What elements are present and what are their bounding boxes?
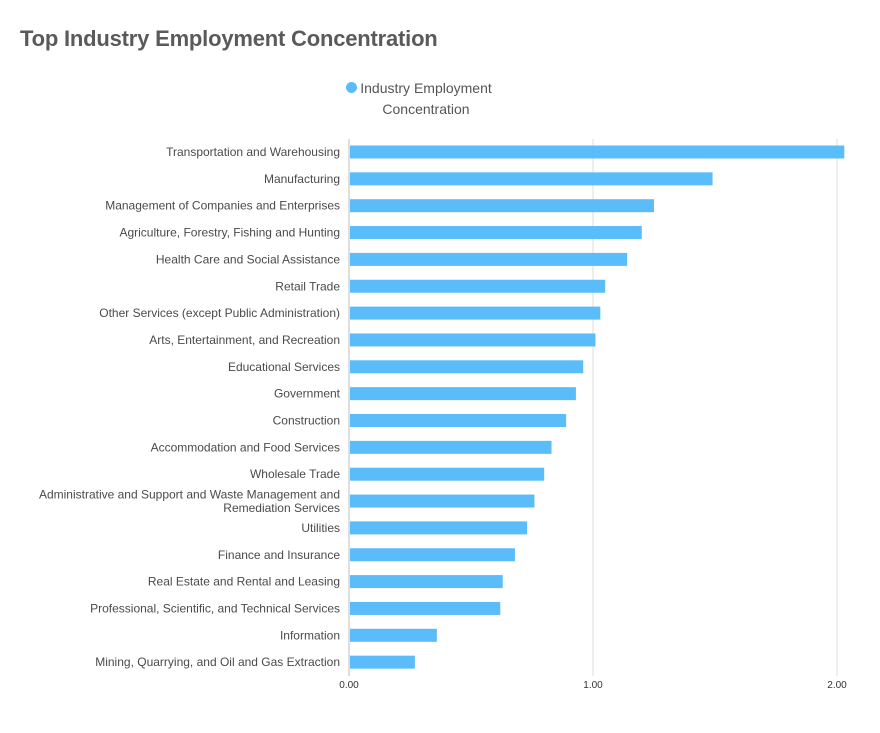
category-label: Agriculture, Forestry, Fishing and Hunti…	[119, 226, 340, 240]
legend-label: Industry Employment Concentration	[360, 80, 492, 117]
bar[interactable]	[350, 252, 628, 266]
bar[interactable]	[350, 306, 601, 320]
bar[interactable]	[350, 387, 576, 401]
category-label: Transportation and Warehousing	[166, 145, 340, 159]
bar[interactable]	[350, 494, 535, 508]
chart-legend[interactable]: Industry Employment Concentration	[346, 78, 511, 120]
bar[interactable]	[350, 548, 515, 562]
bar[interactable]	[350, 145, 845, 159]
bar[interactable]	[350, 199, 654, 213]
category-label: Finance and Insurance	[218, 548, 340, 562]
category-label: Educational Services	[228, 360, 340, 374]
bar[interactable]	[350, 226, 642, 240]
category-label: Information	[280, 628, 340, 642]
bar[interactable]	[350, 521, 528, 535]
bar[interactable]	[350, 172, 713, 186]
category-label: Utilities	[301, 521, 340, 535]
bar[interactable]	[350, 333, 596, 347]
category-label: Real Estate and Rental and Leasing	[148, 575, 340, 589]
bar[interactable]	[350, 440, 552, 454]
bar[interactable]	[350, 414, 567, 427]
x-tick-label: 0.00	[339, 680, 359, 691]
category-label: Other Services (except Public Administra…	[99, 306, 340, 320]
bar[interactable]	[350, 467, 545, 481]
category-label: Professional, Scientific, and Technical …	[90, 601, 340, 615]
bar[interactable]	[350, 360, 584, 374]
category-label: Arts, Entertainment, and Recreation	[149, 333, 340, 347]
bar[interactable]	[350, 279, 606, 293]
category-label: Government	[274, 387, 341, 401]
bar[interactable]	[350, 628, 437, 642]
category-label: Administrative and Support and Waste Man…	[39, 487, 340, 501]
x-tick-label: 2.00	[827, 680, 847, 691]
category-label: Wholesale Trade	[250, 467, 340, 481]
category-label: Construction	[273, 414, 340, 428]
category-label: Health Care and Social Assistance	[156, 252, 340, 266]
category-label: Mining, Quarrying, and Oil and Gas Extra…	[95, 655, 340, 669]
category-label: Management of Companies and Enterprises	[105, 199, 340, 213]
bar[interactable]	[350, 601, 501, 615]
category-label: Manufacturing	[264, 172, 340, 186]
bar[interactable]	[350, 655, 415, 669]
chart-title: Top Industry Employment Concentration	[20, 26, 438, 51]
x-tick-label: 1.00	[583, 680, 603, 691]
category-label: Accommodation and Food Services	[151, 440, 340, 454]
bar[interactable]	[350, 575, 503, 589]
category-label: Remediation Services	[223, 501, 340, 515]
legend-marker	[346, 82, 357, 93]
category-label: Retail Trade	[275, 279, 340, 293]
